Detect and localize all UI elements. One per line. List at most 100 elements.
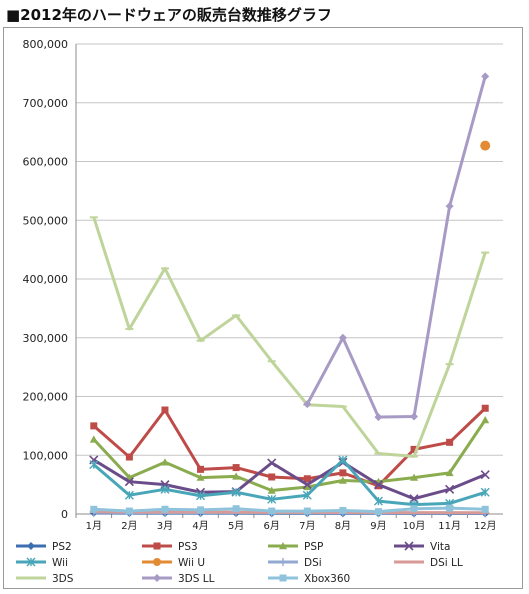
legend-label: 3DS [52,573,74,585]
marker-square [125,453,133,461]
marker-square [268,507,276,515]
marker-x [267,458,277,468]
data-point [302,480,312,490]
marker-x [480,470,490,480]
data-point [480,470,490,480]
y-tick-label: 500,000 [23,214,69,227]
marker-square [303,507,311,515]
marker-square [161,406,169,414]
data-point [339,469,347,477]
data-point [303,482,312,491]
data-point [303,400,312,409]
marker-square [339,469,347,477]
series-line [92,458,486,507]
data-point [410,412,419,421]
marker-square [153,542,161,550]
data-point [267,494,277,504]
data-point [481,416,490,424]
y-tick-label: 800,000 [23,38,69,51]
marker-diamond [410,412,419,421]
data-point [302,490,312,500]
marker-square [446,504,454,512]
data-point [124,477,134,487]
legend-label: 3DS LL [178,573,215,585]
series-line [93,506,486,514]
legend-entry: Wii U [142,557,205,569]
marker-square [481,505,489,513]
marker-square [90,505,98,513]
marker-square [232,464,240,472]
x-tick-label: 4月 [192,520,208,532]
marker-triangle [279,542,287,550]
data-point [125,453,133,461]
data-point [161,505,169,513]
marker-square [268,473,276,481]
data-point [481,72,490,81]
data-point [410,473,419,481]
data-point [153,558,161,566]
data-point [268,473,276,481]
marker-triangle [303,482,312,491]
marker-diamond [27,542,35,550]
page-title: ■2012年のハードウェアの販売台数推移グラフ [6,6,332,24]
y-tick-label: 300,000 [23,332,69,345]
legend-entry: PSP [268,541,323,553]
data-point [338,476,347,484]
legend-entry: Vita [394,541,450,553]
series-line [92,216,487,458]
x-tick-label: 6月 [264,520,280,532]
marker-square [374,508,382,516]
data-point [279,574,287,582]
data-point [89,435,98,443]
legend-label: Wii U [178,557,205,569]
data-point [303,507,311,515]
data-point [410,505,418,513]
marker-circle [153,558,161,566]
marker-square [303,475,311,483]
legend-label: Vita [430,541,450,553]
data-point [481,505,489,513]
x-tick-label: 1月 [86,520,102,532]
marker-square [161,505,169,513]
marker-diamond [374,413,383,422]
series-3ds-ll [303,72,490,422]
marker-triangle [196,473,205,481]
data-point [231,487,241,497]
data-point [338,333,347,342]
data-point [373,496,383,506]
data-point [90,422,98,430]
data-point [445,468,454,477]
marker-diamond [481,72,490,81]
marker-square [410,505,418,513]
data-point [446,504,454,512]
x-tick-label: 8月 [335,520,351,532]
data-point [446,438,454,446]
x-tick-label: 5月 [228,520,244,532]
data-point [279,542,287,550]
legend-entry: Wii [16,557,68,569]
series-line [305,75,487,419]
marker-diamond [303,400,312,409]
series-xbox360 [90,504,489,516]
data-point [161,406,169,414]
data-point [339,506,347,514]
y-tick-label: 100,000 [23,449,69,462]
data-point [153,542,161,550]
data-point [26,557,36,567]
data-point [197,465,205,473]
legend-entry: 3DS [16,573,74,585]
x-tick-label: 7月 [299,520,315,532]
data-point [196,491,206,501]
marker-square [197,465,205,473]
legend-entry: Xbox360 [268,573,350,585]
legend-entry: PS2 [16,541,72,553]
y-tick-label: 400,000 [23,273,69,286]
y-tick-label: 700,000 [23,97,69,110]
data-point [197,506,205,514]
legend-label: DSi [304,557,322,569]
y-tick-label: 600,000 [23,156,69,169]
data-point [125,507,133,515]
y-tick-label: 200,000 [23,391,69,404]
x-tick-label: 11月 [438,520,461,532]
marker-x [445,484,455,494]
